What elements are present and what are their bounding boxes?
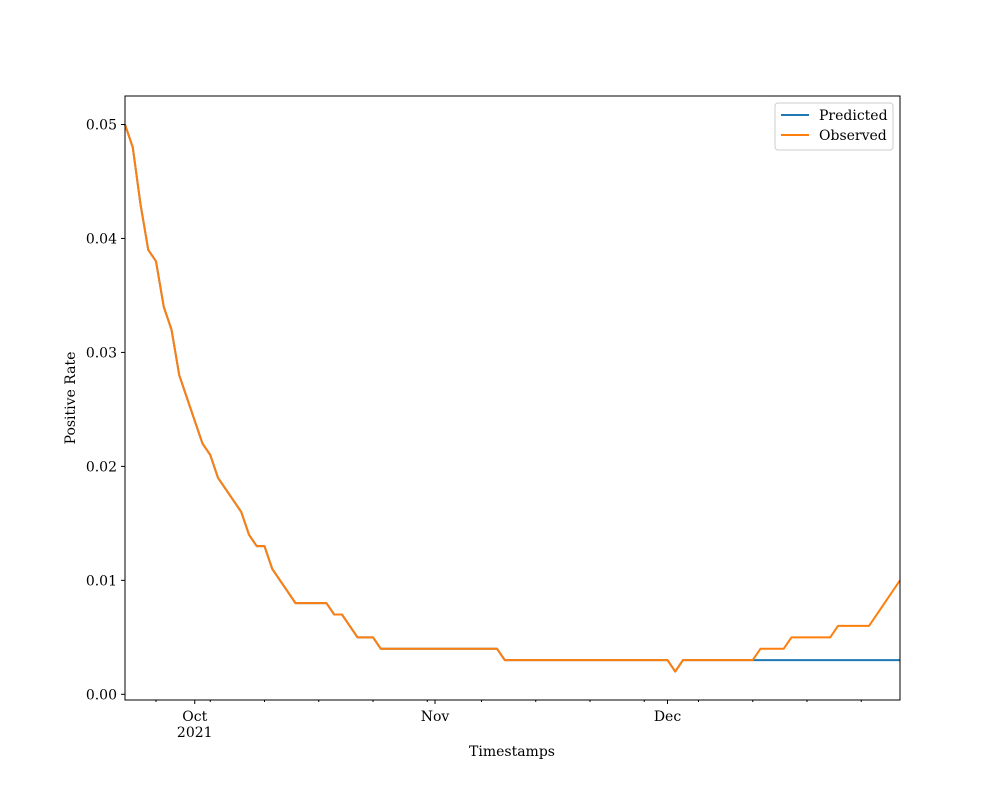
y-tick-label: 0.05 [86,117,117,133]
x-axis-label: Timestamps [469,744,555,760]
y-tick-label: 0.03 [86,345,117,361]
legend-label-predicted: Predicted [819,108,888,124]
x-tick-sublabel: 2021 [177,725,213,741]
legend: Predicted Observed [774,102,894,151]
series-layer [124,124,901,673]
y-axis-label: Positive Rate [63,352,79,445]
y-tick-label: 0.04 [86,231,117,247]
x-tick-label: Dec [654,709,682,725]
y-tick-label: 0.00 [86,687,117,703]
series-line-observed [124,124,901,673]
axes-frame [124,95,901,701]
legend-label-observed: Observed [819,128,887,144]
x-tick-label: Oct [182,709,207,725]
x-tick-label: Nov [421,709,450,725]
y-tick-label: 0.01 [86,573,117,589]
y-tick-label: 0.02 [86,459,117,475]
